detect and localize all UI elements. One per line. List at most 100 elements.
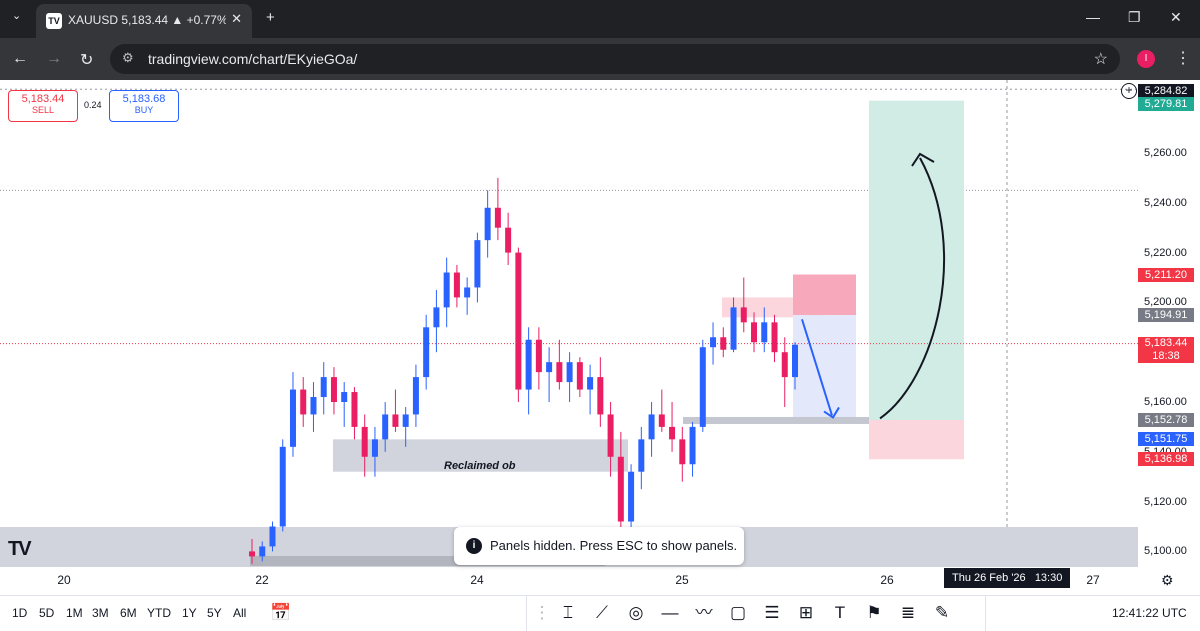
range-1y[interactable]: 1Y	[182, 606, 197, 620]
bottom-toolbar: 1D 5D 1M 3M 6M YTD 1Y 5Y All 📅 ⋮ ⌶ ⟋ ◎ — 〰 ▢ ☰ ⊞…	[0, 595, 1200, 631]
forward-icon[interactable]: →	[46, 50, 62, 67]
buy-price: 5,183.68	[122, 93, 166, 105]
last-price-value: 5,183.44	[1144, 336, 1188, 349]
price-tick-label: 5,260.00	[1144, 147, 1187, 159]
restore-icon[interactable]: ❐	[1128, 9, 1141, 25]
drag-handle-icon[interactable]: ⋮	[533, 603, 551, 622]
tradingview-favicon-icon: TV	[46, 13, 62, 29]
range-all[interactable]: All	[233, 606, 247, 620]
range-3m[interactable]: 3M	[92, 606, 109, 620]
forecast-tool-icon[interactable]: ⊞	[798, 603, 814, 622]
candle-body	[781, 352, 788, 378]
candle-body	[710, 337, 717, 348]
candle-body	[320, 377, 327, 398]
crosshair-time-text: Thu 26 Feb '26 13:30	[952, 572, 1063, 584]
settings-gear-icon[interactable]: ⚙	[1161, 572, 1174, 588]
date-range-calendar-icon[interactable]: 📅	[270, 603, 292, 622]
drawing-toolbar: ⋮ ⌶ ⟋ ◎ — 〰 ▢ ☰ ⊞ T ⚑ ≣ ✎	[526, 596, 986, 631]
candle-body	[792, 344, 798, 378]
take-profit-zone	[869, 100, 964, 420]
candle-body	[699, 347, 706, 427]
eraser-tool-icon[interactable]: ✎	[934, 603, 950, 622]
candle-body	[505, 227, 512, 253]
price-tick-label: 5,160.00	[1144, 396, 1187, 408]
stop-loss-zone	[869, 419, 964, 460]
candle-body	[740, 307, 747, 323]
tab-title: XAUUSD 5,183.44 ▲ +0.77% Un	[68, 13, 226, 27]
pattern-tool-icon[interactable]: 〰	[695, 603, 713, 622]
horizontal-line-icon[interactable]: —	[661, 603, 679, 622]
browser-menu-icon[interactable]: ⋮	[1175, 50, 1191, 67]
time-tick-label: 22	[255, 573, 269, 587]
candle-body	[617, 456, 624, 522]
candle-body	[494, 207, 501, 228]
candle-body	[751, 322, 758, 343]
candle-body	[546, 362, 553, 373]
time-tick-label: 20	[57, 573, 71, 587]
candle-body	[371, 439, 378, 457]
back-icon[interactable]: ←	[12, 50, 28, 67]
stop-loss-price-tag: 5,136.98	[1138, 452, 1194, 467]
time-tick-label: 26	[880, 573, 894, 587]
crosshair-plus-icon[interactable]: +	[1121, 83, 1137, 99]
candle-body	[341, 392, 348, 402]
trend-line-icon[interactable]: ⟋	[596, 603, 608, 622]
candle-body	[669, 426, 676, 440]
window-close-icon[interactable]: ✕	[1170, 9, 1182, 25]
reload-icon[interactable]: ↻	[80, 52, 94, 69]
profile-avatar[interactable]: I	[1137, 50, 1155, 68]
crosshair-price-tag: 5,284.82	[1138, 84, 1194, 99]
range-1m[interactable]: 1M	[66, 606, 83, 620]
position-tool-icon[interactable]: ☰	[764, 603, 780, 622]
down-arrow-line	[801, 319, 833, 416]
sell-label: SELL	[31, 105, 55, 115]
candle-body	[597, 377, 604, 415]
bookmark-star-icon[interactable]: ☆	[1093, 51, 1108, 68]
candle-body	[249, 551, 255, 557]
candle-body	[515, 252, 522, 390]
utc-clock[interactable]: 12:41:22 UTC	[1112, 606, 1187, 620]
price-tick-label: 5,220.00	[1144, 246, 1187, 259]
entry-zone-top-tag: 5,211.20	[1138, 267, 1194, 282]
browser-tab[interactable]: TV XAUUSD 5,183.44 ▲ +0.77% Un ✕	[36, 4, 252, 38]
price-tick-label: 5,100.00	[1144, 545, 1187, 558]
url-text[interactable]: tradingview.com/chart/EKyieGOa/	[148, 51, 358, 67]
range-5y[interactable]: 5Y	[207, 606, 222, 620]
range-5d[interactable]: 5D	[39, 606, 55, 620]
buy-label: BUY	[134, 105, 154, 115]
flag-tool-icon[interactable]: ⚑	[866, 603, 882, 622]
omnibox[interactable]: ⚙ tradingview.com/chart/EKyieGOa/ ☆	[110, 44, 1120, 74]
time-tick-label: 25	[675, 573, 689, 587]
site-info-icon[interactable]: ⚙	[122, 50, 134, 65]
tab-search-chevron-icon[interactable]: ⌄	[12, 10, 22, 22]
chart-area[interactable]: 5,183.44 SELL 0.24 5,183.68 BUY TV 5,260…	[0, 80, 1200, 595]
fib-tool-icon[interactable]: ≣	[900, 603, 916, 622]
range-1d[interactable]: 1D	[12, 606, 28, 620]
candle-body	[289, 389, 296, 447]
candle-body	[658, 414, 665, 427]
new-tab-button[interactable]: +	[266, 9, 275, 26]
sell-button[interactable]: 5,183.44 SELL	[8, 90, 78, 122]
tradingview-logo-icon[interactable]: TV	[8, 538, 32, 560]
candle-body	[720, 337, 727, 350]
buy-button[interactable]: 5,183.68 BUY	[109, 90, 179, 122]
candle-body	[566, 362, 573, 383]
candle-body	[443, 272, 450, 308]
reclaimed-ob-zone	[333, 439, 628, 472]
cursor-tool-icon[interactable]: ⌶	[562, 603, 574, 622]
range-6m[interactable]: 6M	[120, 606, 137, 620]
text-tool-icon[interactable]: T	[834, 603, 846, 622]
price-chart[interactable]	[0, 80, 1200, 595]
circle-tool-icon[interactable]: ◎	[628, 603, 644, 622]
range-ytd[interactable]: YTD	[147, 606, 171, 620]
demand-zone-inner	[250, 556, 605, 566]
minimize-icon[interactable]: —	[1086, 9, 1100, 25]
candle-body	[556, 362, 563, 383]
support-level-tag: 5,151.75	[1138, 431, 1194, 446]
projection-zone	[793, 315, 856, 420]
crosshair-time-tag: Thu 26 Feb '26 13:30	[944, 568, 1070, 588]
sell-price: 5,183.44	[21, 93, 65, 105]
rectangle-tool-icon[interactable]: ▢	[729, 603, 747, 622]
tab-close-icon[interactable]: ✕	[231, 11, 242, 26]
up-curve-arrow-head	[911, 152, 935, 167]
